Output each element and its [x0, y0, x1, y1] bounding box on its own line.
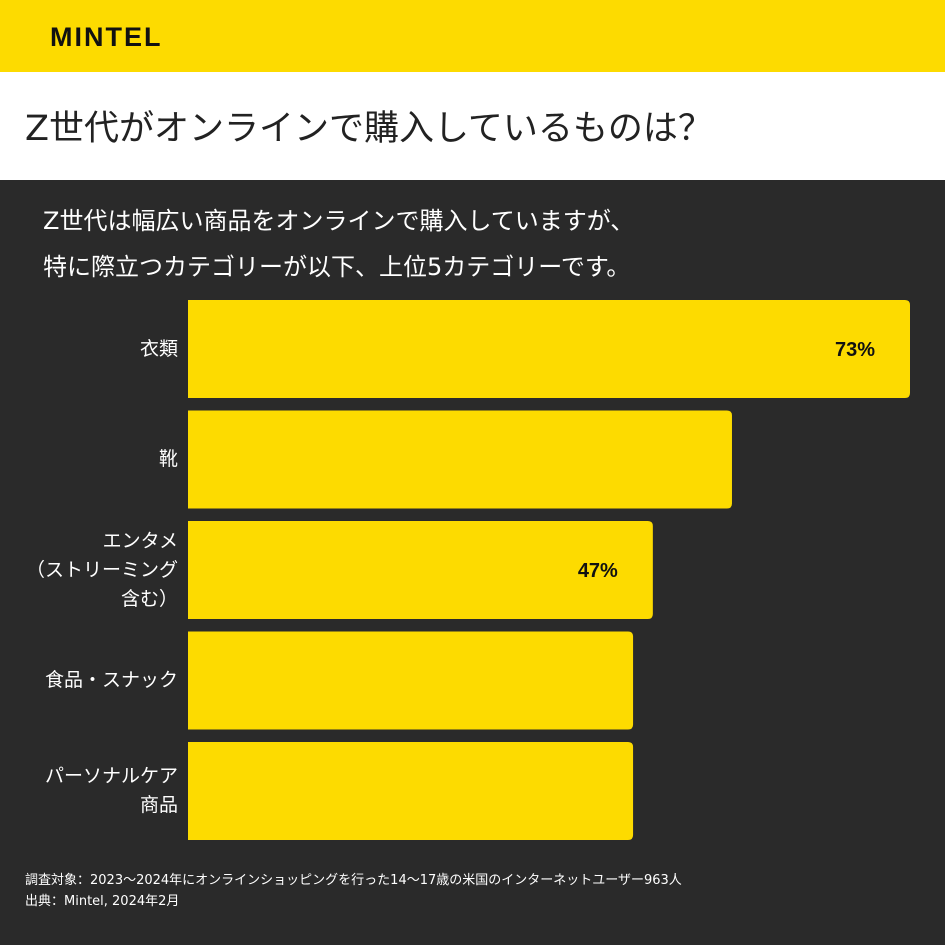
- data-label-0: 73%: [835, 339, 875, 361]
- category-label-line: 衣類: [139, 337, 178, 360]
- brand-header: MINTEL: [0, 0, 945, 72]
- subtitle-line-1: Z世代は幅広い商品をオンラインで購入していますが、: [43, 207, 635, 235]
- bar-2: [188, 521, 653, 619]
- category-label-3: 食品・スナック: [45, 666, 178, 695]
- bar-4: [188, 742, 634, 840]
- category-label-0: 衣類: [140, 335, 178, 364]
- category-label-line: 商品: [139, 794, 178, 816]
- bar-0: [188, 300, 910, 398]
- category-label-line: （ストリーミング: [25, 558, 178, 581]
- category-label-line: 食品・スナック: [44, 669, 178, 691]
- title-band: [0, 72, 945, 180]
- bar-1: [188, 410, 732, 509]
- category-label-1: 靴: [159, 445, 178, 474]
- category-label-line: エンタメ: [102, 529, 178, 552]
- category-label-line: パーソナルケア: [44, 765, 178, 787]
- footnote-survey: 調査対象：2023〜2024年にオンラインショッピングを行った14〜17歳の米国…: [25, 873, 682, 888]
- footnote-source: 出典：Mintel, 2024年2月: [25, 894, 180, 909]
- data-label-2: 47%: [578, 560, 618, 582]
- category-label-4: パーソナルケア商品: [45, 762, 178, 820]
- bar-3: [188, 631, 634, 730]
- category-label-line: 含む）: [120, 587, 178, 610]
- subtitle-line-2: 特に際立つカテゴリーが以下、上位5カテゴリーです。: [43, 253, 631, 281]
- page-title: Z世代がオンラインで購入しているものは？: [25, 109, 713, 149]
- category-label-2: エンタメ （ストリーミング含む）: [26, 527, 178, 614]
- category-label-line: 靴: [158, 448, 178, 470]
- mintel-logo: MINTEL: [50, 22, 163, 52]
